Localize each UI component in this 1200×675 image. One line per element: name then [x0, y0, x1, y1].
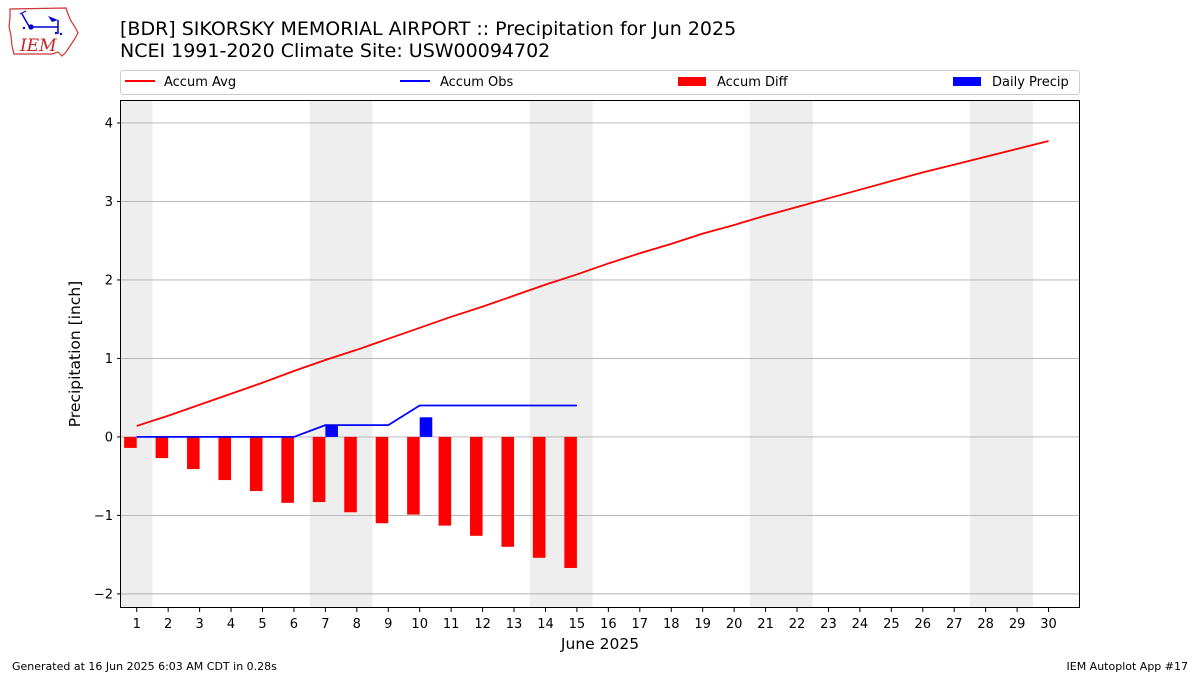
accum-obs-line — [136, 404, 577, 438]
x-tick-label-22: 23 — [820, 617, 837, 632]
accum-diff-bar-4 — [218, 436, 232, 481]
x-tick-label-6: 7 — [321, 617, 329, 632]
line-series — [136, 140, 1049, 438]
iem-logo: IEM — [8, 7, 79, 57]
x-tick-label-20: 21 — [757, 617, 774, 632]
logo-text: IEM — [19, 36, 57, 56]
daily-precip-bar-7 — [325, 425, 338, 437]
chart-title: [BDR] SIKORSKY MEMORIAL AIRPORT :: Preci… — [120, 18, 736, 40]
accum-avg-line — [136, 140, 1049, 427]
x-tick-label-5: 6 — [290, 617, 298, 632]
accum-diff-bar-2 — [155, 436, 169, 459]
y-axis-label: Precipitation [inch] — [66, 281, 84, 427]
x-tick-label-7: 8 — [353, 617, 361, 632]
y-tick-label-3: 1 — [105, 352, 113, 367]
x-tick-label-9: 10 — [411, 617, 428, 632]
x-tick-label-3: 4 — [227, 617, 235, 632]
accum-diff-bar-11 — [438, 436, 452, 526]
x-tick-label-15: 16 — [600, 617, 617, 632]
accum-diff-bar-10 — [407, 436, 420, 515]
accum-diff-bar-13 — [501, 436, 515, 547]
y-tick-label-4: 0 — [105, 430, 113, 445]
legend-label-accum-obs: Accum Obs — [440, 75, 513, 90]
x-tick-label-12: 13 — [506, 617, 523, 632]
legend-swatch-accum-diff — [678, 77, 706, 86]
x-tick-label-28: 29 — [1009, 617, 1026, 632]
x-axis-label: June 2025 — [560, 635, 639, 653]
legend-label-daily-precip: Daily Precip — [992, 75, 1069, 90]
x-tick-label-8: 9 — [384, 617, 392, 632]
y-tick-label-5: −1 — [94, 509, 113, 524]
weekend-shading — [121, 101, 1033, 608]
x-tick-label-14: 15 — [569, 617, 586, 632]
legend-swatch-daily-precip — [953, 77, 981, 86]
x-tick-label-10: 11 — [443, 617, 460, 632]
accum-diff-bar-9 — [375, 436, 389, 524]
accum-diff-bar-8 — [344, 436, 357, 513]
weather-instruments-icon — [19, 10, 63, 36]
weekend-band-3 — [749, 101, 813, 608]
chart-legend: Accum Avg Accum Obs Accum Diff Daily Pre… — [120, 70, 1080, 95]
legend-label-accum-avg: Accum Avg — [164, 75, 236, 90]
accum-diff-bar-12 — [470, 436, 483, 536]
y-tick-label-6: −2 — [94, 587, 113, 602]
accum-diff-bar-7 — [312, 436, 326, 503]
weekend-band-4 — [969, 101, 1033, 608]
x-tick-label-16: 17 — [632, 617, 649, 632]
chart-subtitle: NCEI 1991-2020 Climate Site: USW00094702 — [120, 40, 550, 62]
accum-diff-bar-3 — [187, 436, 200, 470]
x-tick-label-25: 26 — [915, 617, 932, 632]
y-tick-label-1: 3 — [105, 195, 113, 210]
y-tick-label-0: 4 — [105, 116, 113, 131]
y-tick-label-2: 2 — [105, 273, 113, 288]
footer-app-text: IEM Autoplot App #17 — [1067, 660, 1189, 673]
accum-diff-bar-6 — [281, 436, 294, 503]
x-tick-label-23: 24 — [852, 617, 869, 632]
accum-diff-bar-15 — [564, 436, 577, 568]
x-tick-label-13: 14 — [537, 617, 554, 632]
x-tick-label-21: 22 — [789, 617, 806, 632]
x-tick-label-18: 19 — [694, 617, 711, 632]
y-axis-ticks: 4 3 2 1 0 −1 −2 — [94, 116, 121, 602]
x-tick-label-2: 3 — [195, 617, 203, 632]
x-tick-label-11: 12 — [474, 617, 491, 632]
bar-series — [124, 417, 577, 568]
accum-diff-bar-14 — [532, 436, 546, 558]
x-tick-label-26: 27 — [946, 617, 963, 632]
x-tick-label-19: 20 — [726, 617, 743, 632]
weekend-band-0 — [121, 101, 153, 608]
x-tick-label-24: 25 — [883, 617, 900, 632]
x-tick-label-1: 2 — [164, 617, 172, 632]
accum-diff-bar-5 — [249, 436, 263, 492]
x-tick-label-4: 5 — [258, 617, 266, 632]
x-axis-ticks: 1 2 3 4 5 6 7 8 9 10 11 12 13 14 15 16 17 18 19 20 21 22 23 24 2… — [133, 608, 1057, 632]
footer-generated-text: Generated at 16 Jun 2025 6:03 AM CDT in … — [12, 660, 277, 673]
plot-frame — [120, 100, 1080, 608]
grid-lines — [121, 122, 1080, 595]
x-tick-label-17: 18 — [663, 617, 680, 632]
daily-precip-bar-10 — [419, 417, 433, 437]
legend-label-accum-diff: Accum Diff — [717, 75, 789, 90]
x-tick-label-0: 1 — [133, 617, 141, 632]
legend-frame — [120, 70, 1080, 95]
accum-diff-bar-1 — [124, 436, 137, 448]
iowa-state-outline-icon — [8, 7, 79, 57]
x-tick-label-29: 30 — [1040, 617, 1057, 632]
x-tick-label-27: 28 — [977, 617, 994, 632]
